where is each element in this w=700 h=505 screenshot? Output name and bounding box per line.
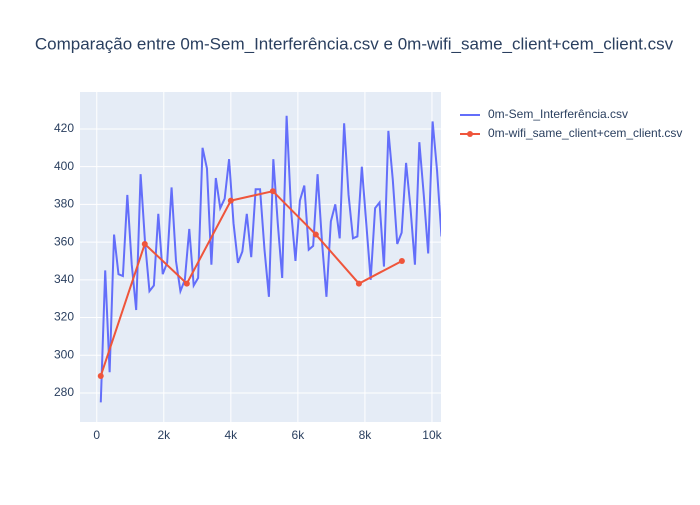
- chart-title: Comparação entre 0m-Sem_Interferência.cs…: [35, 34, 674, 53]
- y-tick-label: 280: [54, 385, 74, 399]
- plot-area: [80, 92, 441, 422]
- legend-item[interactable]: 0m-wifi_same_client+cem_client.csv: [460, 126, 682, 140]
- x-tick-label: 6k: [292, 428, 306, 442]
- y-tick-label: 400: [54, 159, 74, 173]
- legend-label: 0m-Sem_Interferência.csv: [488, 107, 628, 121]
- series-line: [99, 190, 403, 377]
- data-point: [227, 197, 234, 204]
- legend-marker: [467, 131, 473, 137]
- y-tick-label: 340: [54, 272, 74, 286]
- data-point: [269, 188, 276, 195]
- legend-item[interactable]: 0m-Sem_Interferência.csv: [460, 107, 628, 121]
- x-tick-label: 4k: [224, 428, 238, 442]
- data-point: [312, 231, 319, 238]
- series-line: [99, 115, 441, 403]
- x-tick-label: 2k: [157, 428, 171, 442]
- data-point: [355, 280, 362, 287]
- legend: 0m-Sem_Interferência.csv 0m-wifi_same_cli…: [460, 107, 682, 140]
- y-tick-label: 320: [54, 310, 74, 324]
- y-tick-label: 360: [54, 234, 74, 248]
- y-tick-label: 380: [54, 197, 74, 211]
- legend-label: 0m-wifi_same_client+cem_client.csv: [488, 126, 682, 140]
- data-point: [141, 240, 148, 247]
- y-tick-label: 300: [54, 347, 74, 361]
- data-point: [398, 257, 405, 264]
- y-tick-label: 420: [54, 121, 74, 135]
- x-tick-label: 8k: [359, 428, 373, 442]
- x-tick-label: 10k: [422, 428, 442, 442]
- data-point: [97, 372, 104, 379]
- series-group: [97, 115, 441, 403]
- data-point: [183, 280, 190, 287]
- x-tick-label: 0: [93, 428, 100, 442]
